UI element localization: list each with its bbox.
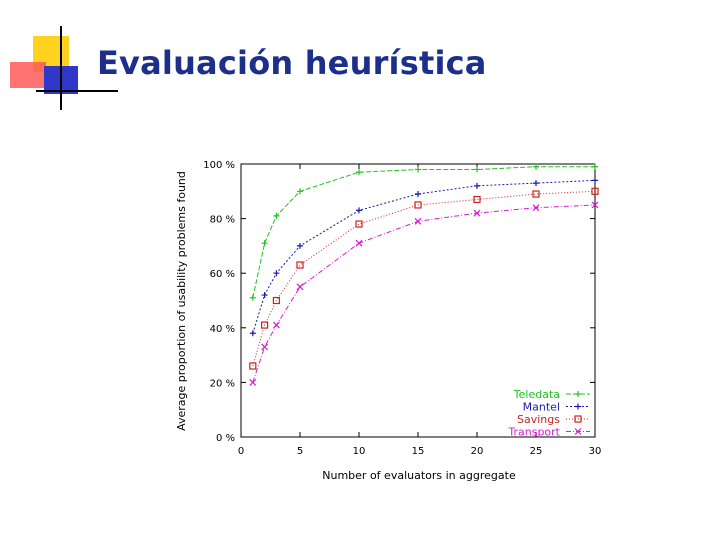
data-point-mantel — [273, 270, 280, 277]
decor-red-square — [10, 62, 46, 88]
chart-series-lines — [252, 166, 596, 383]
x-tick-label: 15 — [412, 446, 425, 457]
x-tick-label: 30 — [589, 446, 602, 457]
data-point-transport — [414, 217, 422, 225]
data-point-savings — [532, 190, 540, 198]
data-point-transport — [591, 201, 599, 209]
y-tick-label: 0 % — [216, 433, 235, 444]
slide-title: Evaluación heurística — [97, 44, 487, 82]
y-tick-label: 80 % — [210, 215, 235, 226]
data-point-teledata — [474, 166, 480, 173]
data-point-savings — [473, 195, 481, 204]
chart-markers — [249, 163, 599, 435]
x-tick-label: 25 — [530, 446, 543, 457]
decor-vertical-line — [60, 26, 62, 110]
data-point-transport — [272, 321, 280, 329]
x-tick-label: 0 — [238, 446, 244, 457]
data-point-teledata — [533, 163, 539, 170]
data-point-teledata — [261, 240, 268, 247]
y-tick-label: 100 % — [203, 160, 235, 171]
y-tick-label: 40 % — [210, 324, 235, 335]
series-line-transport — [252, 204, 596, 383]
data-point-teledata — [356, 169, 362, 176]
data-point-transport — [355, 239, 363, 247]
data-point-mantel — [297, 242, 303, 249]
legend-label-savings: Savings — [517, 413, 560, 426]
data-point-savings — [414, 201, 422, 209]
data-point-savings — [272, 296, 280, 305]
data-point-savings — [249, 362, 257, 370]
data-point-mantel — [356, 207, 362, 214]
data-point-teledata — [249, 294, 256, 301]
legend-label-transport: Transport — [507, 426, 560, 439]
data-point-transport — [473, 209, 481, 217]
data-point-transport — [261, 343, 269, 351]
x-tick-label: 10 — [353, 446, 366, 457]
data-point-savings — [261, 321, 269, 329]
data-point-transport — [296, 283, 304, 291]
x-tick-label: 5 — [297, 446, 303, 457]
y-tick-label: 20 % — [210, 378, 235, 389]
data-point-mantel — [474, 182, 480, 189]
y-tick-label: 60 % — [210, 269, 235, 280]
data-point-mantel — [249, 330, 256, 337]
data-point-teledata — [273, 212, 280, 219]
data-point-savings — [355, 220, 363, 228]
y-axis-label: Average proportion of usability problems… — [175, 171, 188, 431]
x-axis-label: Number of evaluators in aggregate — [322, 469, 516, 482]
data-point-mantel — [261, 292, 268, 299]
data-point-mantel — [592, 177, 598, 184]
data-point-savings — [591, 187, 599, 195]
x-tick-label: 20 — [471, 446, 484, 457]
series-line-teledata — [252, 166, 595, 298]
data-point-teledata — [297, 188, 303, 195]
series-line-savings — [252, 190, 596, 367]
decor-horizontal-line — [36, 90, 118, 92]
data-point-mantel — [415, 191, 421, 198]
data-point-teledata — [415, 166, 421, 173]
legend-label-teledata: Teledata — [513, 388, 560, 401]
data-point-teledata — [592, 163, 598, 170]
data-point-mantel — [533, 180, 539, 187]
data-point-transport — [249, 378, 257, 386]
legend-label-mantel: Mantel — [523, 401, 560, 414]
data-point-savings — [296, 261, 304, 269]
data-point-transport — [532, 204, 540, 212]
series-line-mantel — [252, 179, 596, 334]
